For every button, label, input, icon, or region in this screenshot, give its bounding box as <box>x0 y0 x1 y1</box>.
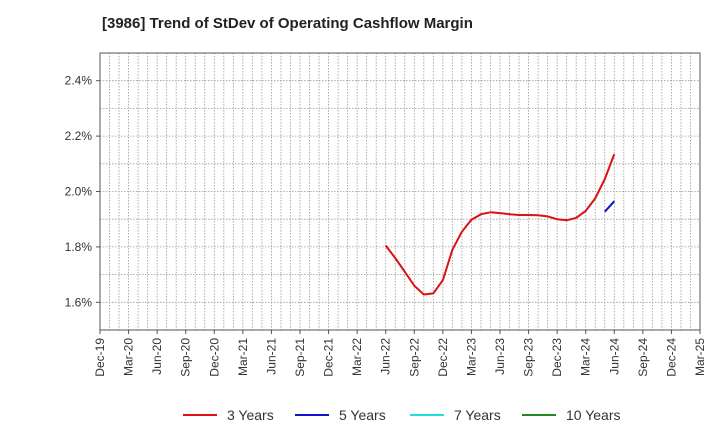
x-tick-label: Mar-21 <box>236 338 250 376</box>
x-tick-label: Jun-21 <box>264 338 278 375</box>
legend-swatch <box>295 414 329 416</box>
legend-label: 7 Years <box>454 407 501 423</box>
legend-swatch <box>522 414 556 416</box>
x-tick-label: Dec-21 <box>322 338 336 377</box>
y-tick-label: 2.4% <box>65 74 93 88</box>
y-tick-label: 1.8% <box>65 240 93 254</box>
legend: 3 Years 5 Years 7 Years 10 Years <box>0 404 720 426</box>
legend-swatch <box>183 414 217 416</box>
x-tick-label: Mar-23 <box>464 338 478 376</box>
legend-swatch <box>410 414 444 416</box>
x-tick-label: Dec-23 <box>550 338 564 377</box>
x-tick-label: Mar-20 <box>122 338 136 376</box>
x-tick-label: Jun-22 <box>379 338 393 375</box>
y-tick-label: 1.6% <box>65 295 93 309</box>
x-tick-label: Sep-20 <box>179 338 193 377</box>
y-tick-label: 2.0% <box>65 185 93 199</box>
legend-item-10-years: 10 Years <box>522 404 621 426</box>
x-tick-label: Dec-20 <box>207 338 221 377</box>
legend-label: 5 Years <box>339 407 386 423</box>
x-tick-label: Dec-22 <box>436 338 450 377</box>
series-line-3-years <box>384 153 616 296</box>
legend-item-5-years: 5 Years <box>295 404 386 426</box>
x-tick-label: Dec-19 <box>93 338 107 377</box>
x-tick-label: Mar-24 <box>579 338 593 376</box>
x-tick-label: Jun-23 <box>493 338 507 375</box>
x-tick-label: Sep-21 <box>293 338 307 377</box>
x-tick-label: Jun-20 <box>150 338 164 375</box>
legend-label: 3 Years <box>227 407 274 423</box>
y-tick-label: 2.2% <box>65 129 93 143</box>
x-tick-label: Sep-23 <box>522 338 536 377</box>
x-tick-label: Sep-24 <box>636 338 650 377</box>
x-tick-label: Mar-25 <box>693 338 707 376</box>
x-tick-label: Sep-22 <box>407 338 421 377</box>
series-line-5-years <box>604 200 616 213</box>
legend-item-3-years: 3 Years <box>183 404 274 426</box>
x-tick-label: Dec-24 <box>664 338 678 377</box>
x-tick-label: Jun-24 <box>607 338 621 375</box>
chart-title: [3986] Trend of StDev of Operating Cashf… <box>102 15 473 32</box>
legend-item-7-years: 7 Years <box>410 404 501 426</box>
legend-label: 10 Years <box>566 407 621 423</box>
x-tick-label: Mar-22 <box>350 338 364 376</box>
